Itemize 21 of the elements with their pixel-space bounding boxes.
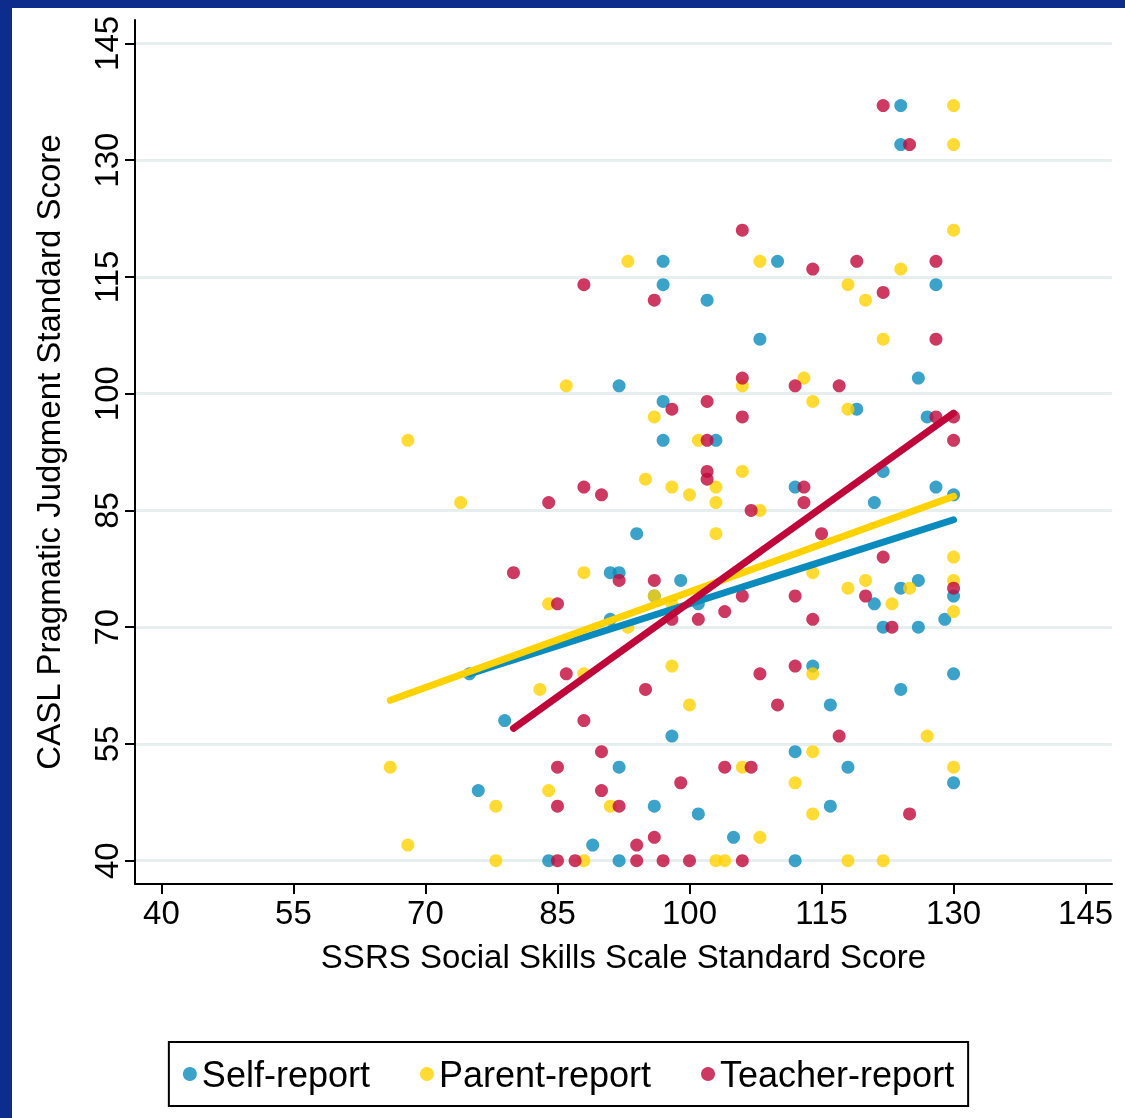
x-tick-label: 145: [1058, 894, 1114, 931]
y-tick-label: 115: [88, 250, 125, 304]
y-tick-label: 145: [88, 15, 125, 71]
x-tick-label: 70: [407, 894, 444, 931]
y-tick-label: 55: [88, 725, 125, 763]
legend-label: Parent-report: [438, 1053, 652, 1095]
x-tick-label: 55: [275, 894, 312, 931]
y-axis-title: CASL Pragmatic Judgment Standard Score: [30, 134, 67, 770]
x-tick-label: 40: [143, 894, 180, 931]
y-tick-label: 85: [88, 492, 125, 529]
legend-label: Teacher-report: [720, 1053, 955, 1095]
x-tick-label: 85: [539, 894, 576, 931]
x-tick-label: 100: [661, 894, 718, 931]
legend-label: Self-report: [201, 1053, 370, 1095]
y-tick-label: 40: [88, 842, 125, 880]
y-tick-label: 100: [88, 366, 125, 422]
x-tick-label: 130: [926, 894, 982, 931]
y-tick-label: 130: [88, 132, 125, 188]
x-axis-title: SSRS Social Skills Scale Standard Score: [320, 938, 927, 975]
y-tick-label: 70: [88, 608, 125, 646]
x-tick-label: 115: [795, 894, 848, 931]
